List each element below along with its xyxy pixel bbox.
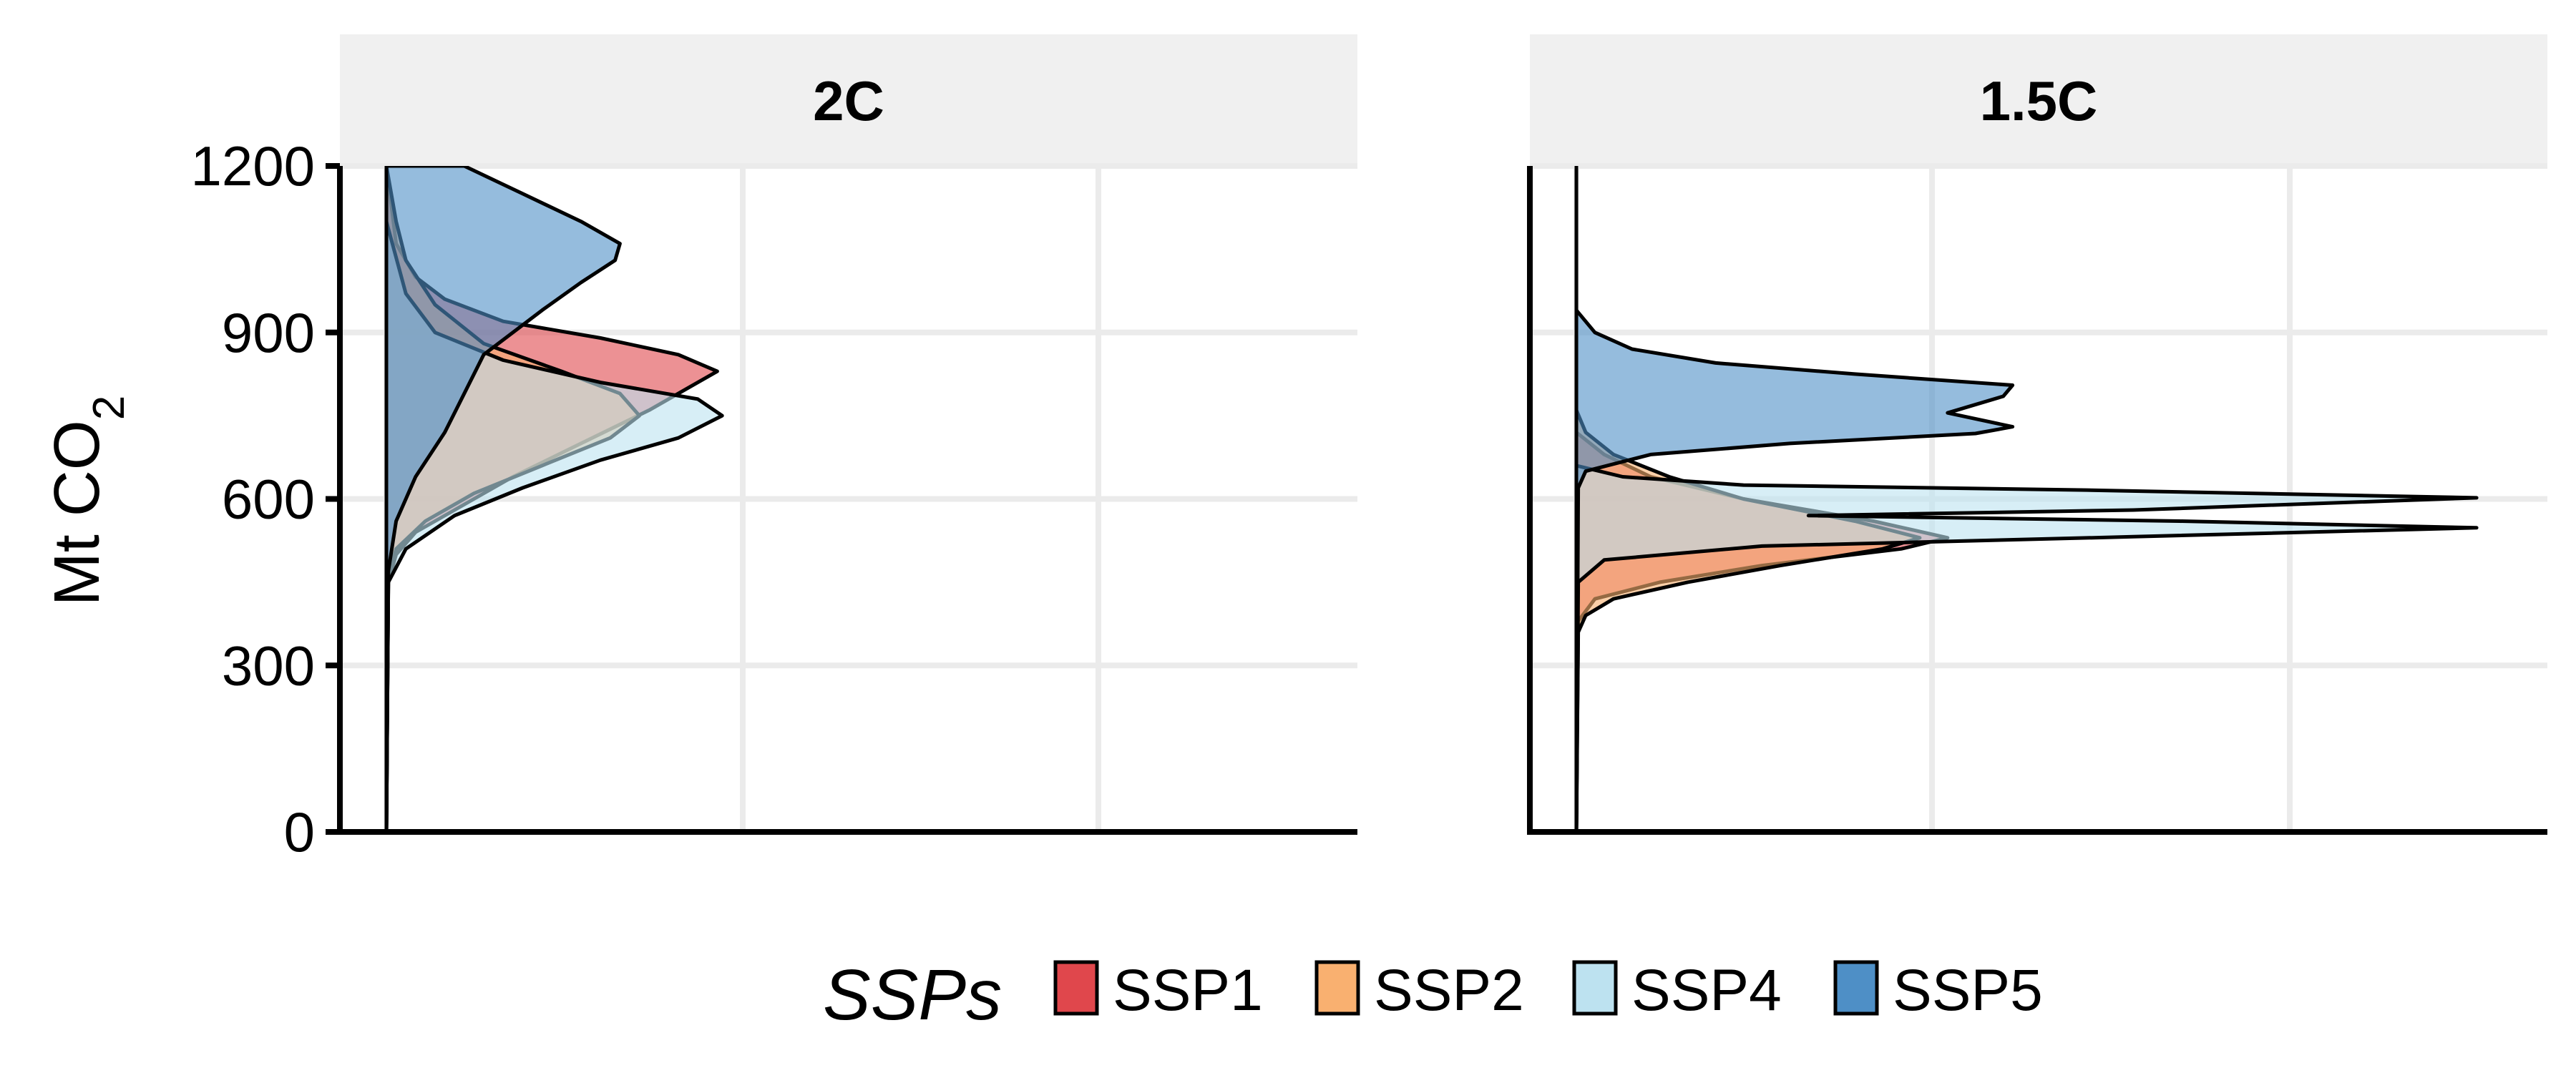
y-tick-label: 1200 bbox=[190, 134, 315, 197]
y-tick-label: 300 bbox=[222, 634, 315, 697]
legend: SSPs SSP1 SSP2 SSP4 SSP5 bbox=[823, 955, 2043, 1035]
facet-panels: 2C 1.5C bbox=[337, 34, 2547, 835]
y-axis-title-subscript: 2 bbox=[84, 396, 134, 420]
facet-strip bbox=[340, 34, 1357, 166]
density-ssp5 bbox=[1574, 308, 2015, 832]
legend-label: SSP4 bbox=[1631, 958, 1782, 1023]
y-tick-label: 900 bbox=[222, 301, 315, 364]
density-layers bbox=[384, 166, 724, 832]
y-axis-title-main: Mt CO bbox=[42, 420, 113, 606]
facet-0: 2C bbox=[337, 34, 1357, 835]
legend-label: SSP2 bbox=[1374, 958, 1524, 1023]
legend-item-ssp1: SSP1 bbox=[1053, 958, 1263, 1023]
legend-label: SSP5 bbox=[1893, 958, 2043, 1023]
legend-label: SSP1 bbox=[1113, 958, 1263, 1023]
facet-title: 1.5C bbox=[1980, 69, 2098, 132]
facet-1: 1.5C bbox=[1527, 34, 2547, 835]
legend-swatch bbox=[1053, 960, 1099, 1016]
facet-strip bbox=[1530, 34, 2547, 166]
density-ssp5 bbox=[384, 166, 622, 832]
y-tick-label: 600 bbox=[222, 468, 315, 531]
density-layers bbox=[1574, 308, 2479, 832]
y-axis-title: Mt CO2 bbox=[42, 396, 134, 606]
y-axis: 0 300 600 900 1200 bbox=[190, 134, 340, 863]
y-tick-label: 0 bbox=[284, 800, 315, 863]
legend-swatch bbox=[1572, 960, 1618, 1016]
legend-swatch bbox=[1314, 960, 1360, 1016]
legend-title: SSPs bbox=[823, 955, 1002, 1035]
legend-item-ssp2: SSP2 bbox=[1314, 958, 1524, 1023]
legend-item-ssp4: SSP4 bbox=[1572, 958, 1782, 1023]
density-ssp4 bbox=[1574, 464, 2479, 832]
density-ssp2 bbox=[1574, 408, 1922, 832]
facet-title: 2C bbox=[813, 69, 884, 132]
legend-item-ssp5: SSP5 bbox=[1833, 958, 2043, 1023]
legend-swatch bbox=[1833, 960, 1879, 1016]
